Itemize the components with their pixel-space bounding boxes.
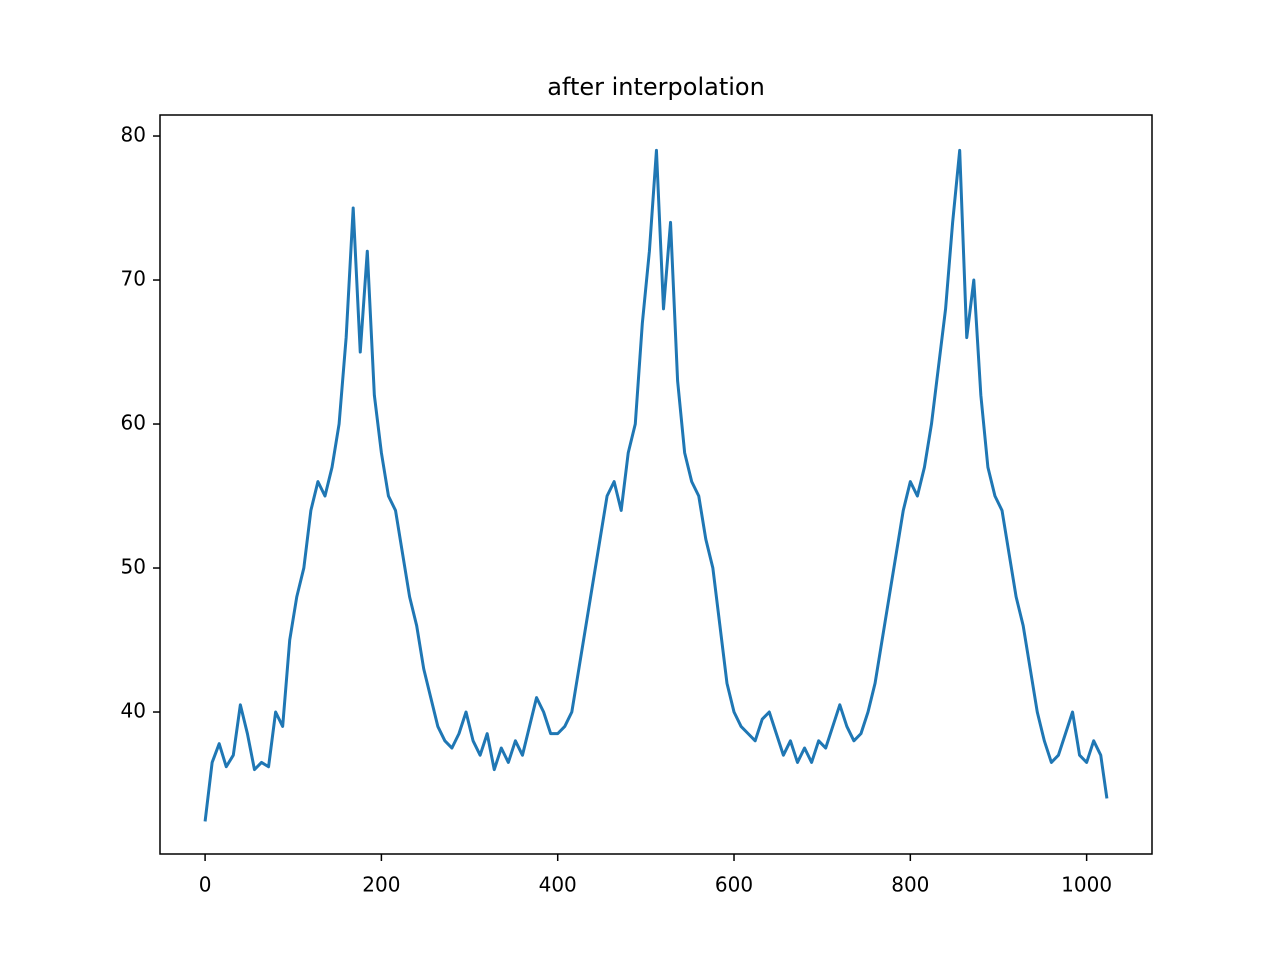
chart-title: after interpolation (547, 73, 765, 101)
y-tick-label: 50 (121, 555, 146, 579)
x-tick-label: 200 (362, 873, 400, 897)
y-tick-label: 80 (121, 123, 146, 147)
x-tick-label: 600 (715, 873, 753, 897)
x-tick-label: 1000 (1061, 873, 1112, 897)
data-line (203, 148, 1109, 822)
plot-frame (159, 114, 1153, 855)
y-tick-label: 60 (121, 411, 146, 435)
y-tick-label: 70 (121, 267, 146, 291)
x-tick-label: 400 (539, 873, 577, 897)
y-tick-label: 40 (121, 699, 146, 723)
x-tick-label: 800 (891, 873, 929, 897)
x-tick-label: 0 (199, 873, 212, 897)
